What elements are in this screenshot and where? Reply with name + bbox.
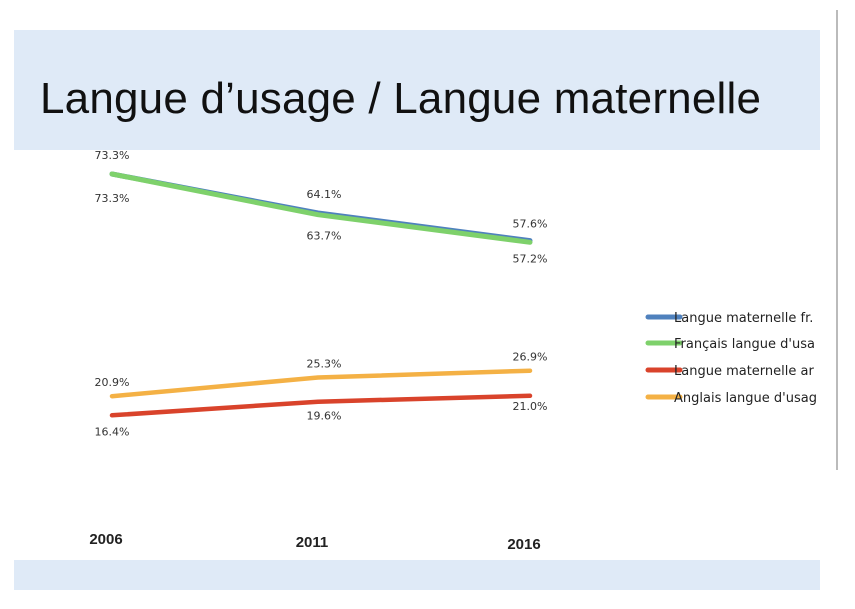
series-line-4 <box>109 368 533 399</box>
x-tick-label: 2006 <box>89 531 122 548</box>
data-label: 63.7% <box>307 230 342 243</box>
data-label: 73.3% <box>95 149 130 162</box>
legend-entry: Anglais langue d'usag <box>674 391 817 406</box>
data-label: 19.6% <box>307 410 342 423</box>
data-label: 20.9% <box>95 376 130 389</box>
data-label: 73.3% <box>95 192 130 205</box>
legend-entry: Langue maternelle fr. <box>674 311 813 326</box>
data-label: 26.9% <box>513 351 548 364</box>
data-label: 25.3% <box>307 358 342 371</box>
x-tick-label: 2016 <box>507 536 540 553</box>
data-label: 16.4% <box>95 425 130 438</box>
data-label: 21.0% <box>513 400 548 413</box>
data-label: 57.6% <box>513 218 548 231</box>
data-label: 57.2% <box>513 252 548 265</box>
legend-entry: Langue maternelle ar <box>674 364 814 379</box>
footer-band <box>14 560 820 590</box>
legend-entry: Français langue d'usa <box>674 337 815 352</box>
title-band <box>14 30 820 150</box>
chart-title: Langue d’usage / Langue maternelle <box>40 74 762 123</box>
scan-edge <box>836 10 838 470</box>
x-tick-label: 2011 <box>296 534 329 551</box>
series-line-3 <box>109 393 533 418</box>
series-line-2 <box>109 171 533 245</box>
data-label: 64.1% <box>307 188 342 201</box>
